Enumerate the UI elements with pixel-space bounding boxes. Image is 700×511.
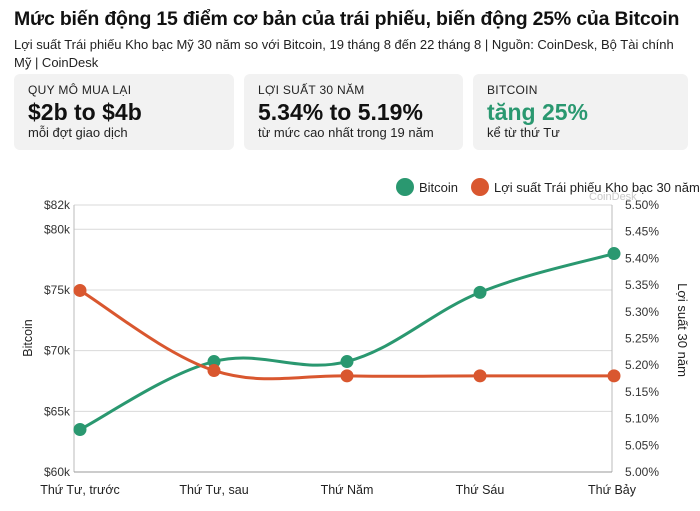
legend: Bitcoin Lợi suất Trái phiếu Kho bạc 30 nă… <box>396 178 700 196</box>
right-tick-label: 5.10% <box>625 412 659 426</box>
data-point-yield <box>340 369 354 383</box>
legend-marker-yield <box>471 178 489 196</box>
card-value: $2b to $4b <box>28 99 142 125</box>
data-point-yield <box>207 364 221 378</box>
right-tick-label: 5.50% <box>625 198 659 212</box>
x-tick-label: Thứ Năm <box>321 483 374 497</box>
x-tick-label: Thứ Tư, sau <box>179 483 248 497</box>
axes: $60k $65k $70k $75k $80k $82k 5.00% 5.05% 5.10% 5… <box>21 191 690 497</box>
series-line-bitcoin <box>78 252 616 432</box>
x-tick-label: Thứ Sáu <box>456 483 505 497</box>
card-subtext: kể từ thứ Tư <box>487 125 560 140</box>
left-tick-label: $70k <box>44 344 71 358</box>
data-point-bitcoin <box>340 355 354 369</box>
x-tick-label: Thứ Bảy <box>588 483 637 497</box>
right-tick-label: 5.35% <box>625 278 659 292</box>
card-label: BITCOIN <box>487 83 538 97</box>
right-axis-title: Lợi suất 30 năm <box>675 283 690 377</box>
legend-label-yield: Lợi suất Trái phiếu Kho bạc 30 năm <box>494 180 700 195</box>
right-tick-label: 5.30% <box>625 305 659 319</box>
data-point-yield <box>473 369 487 383</box>
chart-subtitle: Lợi suất Trái phiếu Kho bạc Mỹ 30 năm so… <box>14 37 674 70</box>
left-tick-label: $60k <box>44 465 71 479</box>
right-tick-label: 5.25% <box>625 332 659 346</box>
data-point-bitcoin <box>607 247 621 261</box>
left-tick-label: $75k <box>44 283 71 297</box>
data-point-yield <box>607 369 621 383</box>
grid-lines <box>74 204 612 473</box>
data-point-bitcoin <box>207 355 221 369</box>
x-tick-label: Thứ Tư, trước <box>40 483 120 497</box>
watermark-text: CoinDesk <box>589 191 637 203</box>
data-point-bitcoin <box>473 285 487 299</box>
bitcoin-card: BITCOIN tăng 25% kể từ thứ Tư <box>473 74 688 150</box>
right-tick-label: 5.05% <box>625 438 659 452</box>
chart-title: Mức biến động 15 điểm cơ bản của trái ph… <box>14 8 680 30</box>
card-subtext: mỗi đợt giao dịch <box>28 125 128 140</box>
legend-marker-bitcoin <box>396 178 414 196</box>
card-value: 5.34% to 5.19% <box>258 99 423 125</box>
data-point-yield <box>73 283 87 297</box>
card-label: LỢI SUẤT 30 NĂM <box>258 83 365 97</box>
left-axis-title: Bitcoin <box>21 319 35 357</box>
card-subtext: từ mức cao nhất trong 19 năm <box>258 125 434 140</box>
series-lines <box>78 252 616 432</box>
right-tick-label: 5.15% <box>625 385 659 399</box>
left-tick-label: $65k <box>44 404 71 418</box>
legend-label-bitcoin: Bitcoin <box>419 180 458 195</box>
series-points <box>73 247 621 437</box>
right-tick-label: 5.20% <box>625 358 659 372</box>
right-tick-label: 5.00% <box>625 465 659 479</box>
right-tick-label: 5.45% <box>625 225 659 239</box>
left-tick-label: $82k <box>44 198 71 212</box>
right-tick-label: 5.40% <box>625 251 659 265</box>
data-point-bitcoin <box>73 423 87 437</box>
yield-card: LỢI SUẤT 30 NĂM 5.34% to 5.19% từ mức ca… <box>244 74 463 150</box>
card-value: tăng 25% <box>487 99 588 125</box>
left-tick-label: $80k <box>44 222 71 236</box>
buyback-size-card: QUY MÔ MUA LẠI $2b to $4b mỗi đợt giao d… <box>14 74 234 150</box>
card-label: QUY MÔ MUA LẠI <box>28 83 132 97</box>
